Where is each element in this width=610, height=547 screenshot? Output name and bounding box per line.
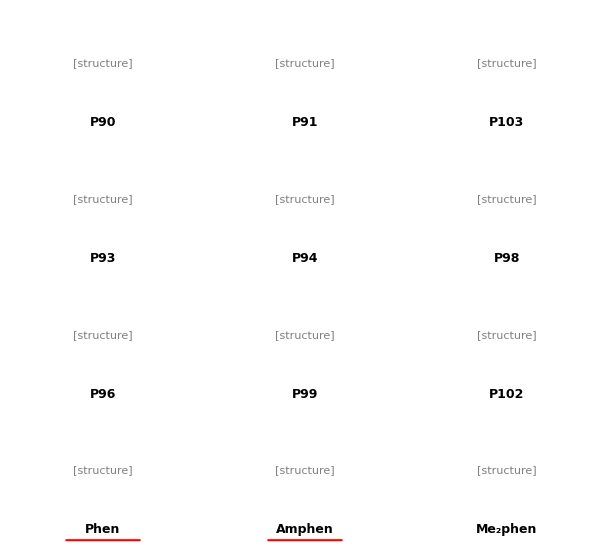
Text: P103: P103 bbox=[489, 116, 525, 129]
Text: P90: P90 bbox=[90, 116, 117, 129]
Text: [structure]: [structure] bbox=[275, 59, 335, 68]
Text: [structure]: [structure] bbox=[73, 194, 133, 204]
Text: [structure]: [structure] bbox=[73, 59, 133, 68]
Text: [structure]: [structure] bbox=[477, 194, 537, 204]
Text: [structure]: [structure] bbox=[73, 330, 133, 340]
Text: P93: P93 bbox=[90, 252, 117, 265]
Text: P102: P102 bbox=[489, 387, 525, 400]
Text: [structure]: [structure] bbox=[275, 194, 335, 204]
Text: [structure]: [structure] bbox=[73, 465, 133, 475]
Text: P94: P94 bbox=[292, 252, 318, 265]
Text: [structure]: [structure] bbox=[477, 465, 537, 475]
Text: [structure]: [structure] bbox=[275, 465, 335, 475]
Text: P96: P96 bbox=[90, 387, 117, 400]
Text: Me₂phen: Me₂phen bbox=[476, 523, 537, 536]
Text: Amphen: Amphen bbox=[276, 523, 334, 536]
Text: Phen: Phen bbox=[85, 523, 121, 536]
Text: P98: P98 bbox=[493, 252, 520, 265]
Text: [structure]: [structure] bbox=[477, 59, 537, 68]
Text: [structure]: [structure] bbox=[477, 330, 537, 340]
Text: P99: P99 bbox=[292, 387, 318, 400]
Text: [structure]: [structure] bbox=[275, 330, 335, 340]
Text: P91: P91 bbox=[292, 116, 318, 129]
